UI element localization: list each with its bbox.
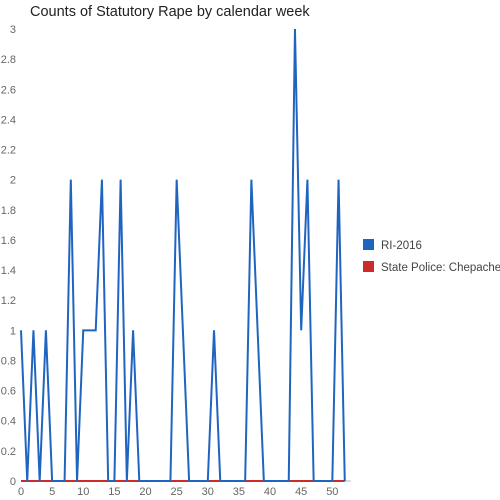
- y-tick-label: 3: [10, 24, 16, 36]
- x-tick-label: 25: [171, 486, 183, 498]
- y-tick-label: 2.2: [1, 145, 16, 157]
- y-tick-label: 1.6: [1, 235, 16, 247]
- legend: RI-2016 State Police: Chepachet: [363, 239, 500, 274]
- y-tick-label: 1: [10, 325, 16, 337]
- x-tick-label: 5: [49, 486, 55, 498]
- chart-title: Counts of Statutory Rape by calendar wee…: [30, 4, 310, 20]
- y-tick-label: 0.4: [1, 416, 16, 428]
- x-tick-label: 35: [233, 486, 245, 498]
- x-tick-label: 10: [77, 486, 89, 498]
- y-tick-label: 0.6: [1, 386, 16, 398]
- y-tick-label: 0.2: [1, 446, 16, 458]
- y-tick-label: 1.8: [1, 205, 16, 217]
- y-tick-label: 2.8: [1, 54, 16, 66]
- x-tick-label: 45: [295, 486, 307, 498]
- x-tick-label: 0: [18, 486, 24, 498]
- x-tick-label: 40: [264, 486, 276, 498]
- y-tick-label: 2.4: [1, 114, 16, 126]
- legend-label: State Police: Chepachet: [381, 262, 500, 274]
- y-axis: 0 0.2 0.4 0.6 0.8 1 1.2 1.4 1.6 1.8 2 2.2 2.4 2.6 2.8 3: [1, 24, 16, 488]
- x-tick-label: 20: [139, 486, 151, 498]
- plot-area: [20, 28, 346, 482]
- x-tick-label: 50: [326, 486, 338, 498]
- legend-swatch: [363, 261, 374, 272]
- y-tick-label: 1.4: [1, 265, 16, 277]
- y-tick-label: 2.6: [1, 84, 16, 96]
- legend-swatch: [363, 239, 374, 250]
- y-tick-label: 2: [10, 175, 16, 187]
- y-tick-label: 0: [10, 476, 16, 488]
- x-tick-label: 30: [202, 486, 214, 498]
- x-axis: 0 5 10 15 20 25 30 35 40 45 50: [18, 486, 339, 498]
- y-tick-label: 0.8: [1, 355, 16, 367]
- legend-label: RI-2016: [381, 240, 422, 252]
- series-line: [20, 28, 346, 482]
- x-tick-label: 15: [108, 486, 120, 498]
- y-tick-label: 1.2: [1, 295, 16, 307]
